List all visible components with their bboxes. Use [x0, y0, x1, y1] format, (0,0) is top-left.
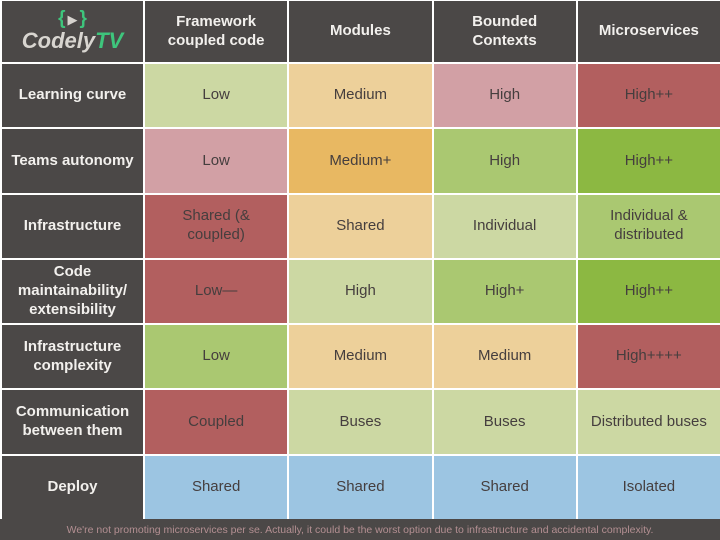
- table-cell: Medium: [289, 64, 432, 128]
- table-cell: High++: [577, 64, 720, 128]
- table-cell: High: [433, 64, 576, 128]
- table-cell: Low: [145, 325, 288, 389]
- table-cell: High++++: [577, 325, 720, 389]
- table-cell: Individual: [433, 194, 576, 258]
- logo-text-tv: TV: [95, 28, 124, 54]
- table-cell: Shared (& coupled): [145, 194, 288, 258]
- logo-wordmark: CodelyTV: [22, 29, 123, 53]
- codelytv-logo: { ▶ } CodelyTV: [2, 1, 143, 62]
- table-cell: Distributed buses: [577, 390, 720, 454]
- play-icon: ▶: [67, 12, 78, 28]
- comparison-table: { ▶ } CodelyTV Framework coupled code Mo…: [0, 0, 720, 519]
- table-cell: High+: [433, 259, 576, 324]
- row-label-learning-curve: Learning curve: [2, 64, 143, 128]
- table-cell: Medium: [289, 325, 432, 389]
- footnote: We're not promoting microservices per se…: [0, 519, 720, 540]
- column-header-framework-coupled-code: Framework coupled code: [145, 1, 288, 62]
- column-header-modules: Modules: [289, 1, 432, 62]
- column-header-bounded-contexts: Bounded Contexts: [433, 1, 576, 62]
- table-cell: Shared: [433, 455, 576, 519]
- table-cell: Medium+: [289, 129, 432, 193]
- table-cell: Low: [145, 129, 288, 193]
- codelytv-play-icon: { ▶ }: [58, 9, 87, 28]
- row-label-teams-autonomy: Teams autonomy: [2, 129, 143, 193]
- table-cell: High: [433, 129, 576, 193]
- table-cell: Low: [145, 64, 288, 128]
- logo-text-codely: Codely: [21, 28, 96, 54]
- table-cell: Shared: [289, 455, 432, 519]
- logo-brace-left: {: [58, 8, 66, 30]
- logo-brace-right: }: [79, 8, 87, 30]
- table-cell: Buses: [433, 390, 576, 454]
- row-label-code-maintainability: Code maintainability/ extensibility: [2, 259, 143, 324]
- table-cell: Isolated: [577, 455, 720, 519]
- table-cell: Shared: [145, 455, 288, 519]
- table-cell: Shared: [289, 194, 432, 258]
- column-header-microservices: Microservices: [577, 1, 720, 62]
- table-cell: High++: [577, 259, 720, 324]
- table-cell: Buses: [289, 390, 432, 454]
- table-cell: Medium: [433, 325, 576, 389]
- table-cell: Coupled: [145, 390, 288, 454]
- row-label-deploy: Deploy: [2, 455, 143, 519]
- table-cell: High: [289, 259, 432, 324]
- row-label-communication-between-them: Communication between them: [2, 390, 143, 454]
- row-label-infrastructure-complexity: Infrastructure complexity: [2, 325, 143, 389]
- table-cell: High++: [577, 129, 720, 193]
- table-cell: Low—: [145, 259, 288, 324]
- row-label-infrastructure: Infrastructure: [2, 194, 143, 258]
- table-cell: Individual & distributed: [577, 194, 720, 258]
